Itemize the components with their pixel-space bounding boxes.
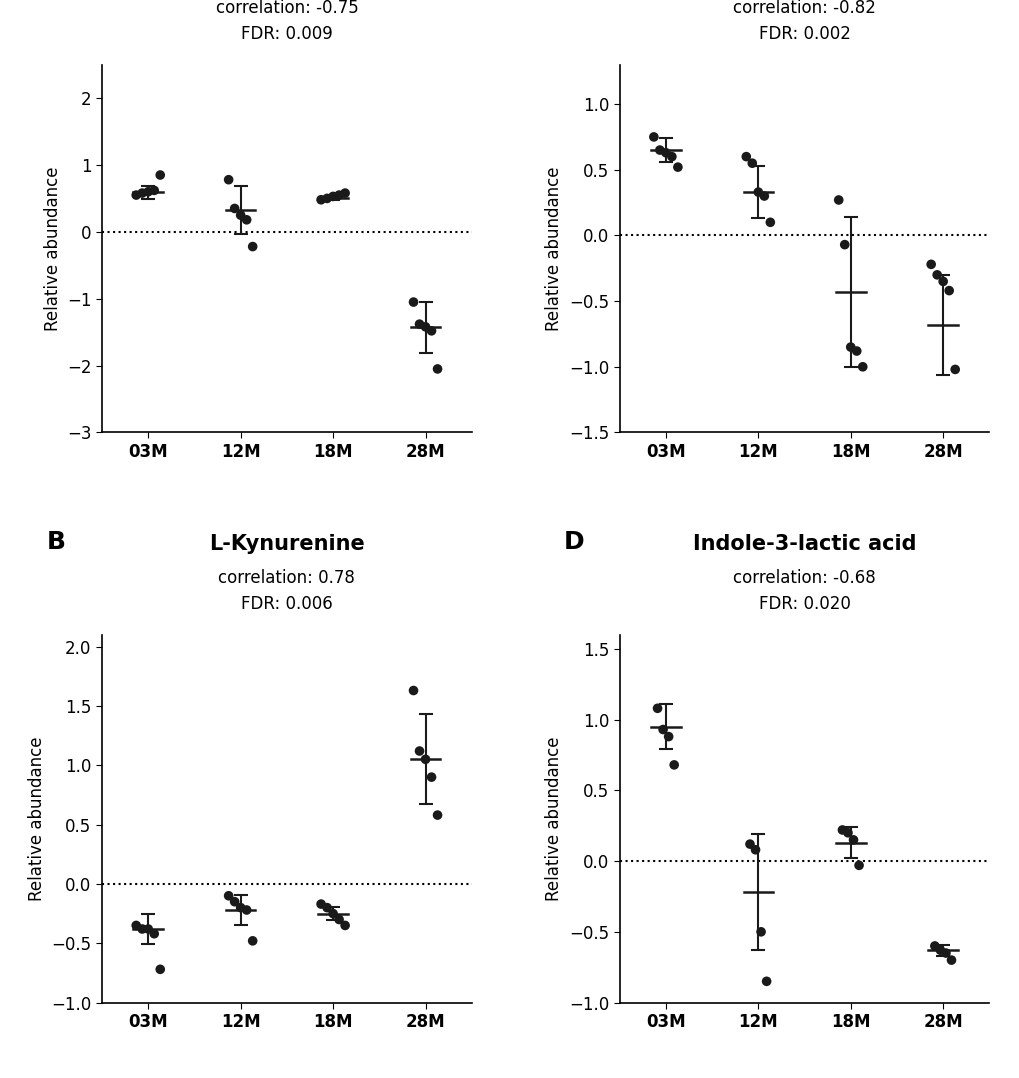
Text: L-Kynurenine: L-Kynurenine	[209, 534, 365, 554]
Point	[336, 916, 353, 934]
Text: correlation: -0.68: correlation: -0.68	[733, 569, 875, 586]
Point	[660, 728, 677, 745]
Point	[152, 960, 168, 978]
Text: correlation: -0.75: correlation: -0.75	[215, 0, 358, 17]
Point	[663, 148, 680, 165]
Text: B: B	[47, 530, 65, 554]
Point	[313, 896, 329, 913]
Text: FDR: 0.009: FDR: 0.009	[240, 25, 332, 43]
Point	[744, 154, 760, 171]
Point	[226, 199, 243, 217]
Point	[850, 857, 866, 874]
Point	[245, 238, 261, 255]
Text: FDR: 0.006: FDR: 0.006	[240, 595, 332, 612]
Point	[429, 360, 445, 377]
Point	[936, 944, 953, 962]
Point	[649, 700, 665, 717]
Point	[411, 316, 427, 333]
Point	[128, 186, 145, 204]
Point	[146, 182, 162, 199]
Point	[429, 806, 445, 824]
Point	[651, 141, 667, 158]
Point	[836, 236, 852, 253]
Point	[922, 255, 938, 273]
Point	[133, 921, 150, 938]
Point	[749, 183, 765, 201]
Point	[232, 899, 249, 916]
Point	[943, 952, 959, 969]
Point	[405, 682, 421, 700]
Point	[755, 188, 771, 205]
Point	[128, 916, 145, 934]
Text: correlation: -0.82: correlation: -0.82	[733, 0, 875, 17]
Point	[758, 972, 774, 990]
Point	[761, 213, 777, 231]
Point	[133, 184, 150, 202]
Point	[423, 322, 439, 340]
Point	[854, 358, 870, 375]
Point	[313, 191, 329, 208]
Point	[669, 158, 686, 176]
Point	[417, 318, 433, 335]
Point	[140, 921, 156, 938]
Point	[220, 171, 236, 189]
Point	[738, 148, 754, 165]
Point	[848, 343, 864, 360]
Point	[931, 941, 948, 958]
Point	[238, 211, 255, 229]
Text: Indole-3-lactic acid: Indole-3-lactic acid	[692, 534, 915, 554]
Point	[319, 190, 335, 207]
Point	[325, 188, 341, 205]
Point	[842, 338, 858, 356]
Point	[238, 901, 255, 918]
Point	[928, 266, 945, 284]
Point	[752, 923, 768, 940]
Point	[946, 361, 962, 378]
Point	[665, 757, 682, 774]
Point	[645, 128, 661, 146]
Point	[226, 893, 243, 910]
Point	[747, 841, 763, 858]
Point	[834, 821, 850, 839]
Point	[232, 207, 249, 224]
Point	[336, 184, 353, 202]
Point	[220, 887, 236, 904]
Point	[330, 911, 346, 928]
Text: FDR: 0.002: FDR: 0.002	[758, 25, 850, 43]
Point	[934, 273, 951, 290]
Point	[245, 932, 261, 950]
Point	[405, 293, 421, 310]
Y-axis label: Relative abundance: Relative abundance	[44, 166, 61, 331]
Point	[657, 144, 674, 162]
Point	[845, 831, 861, 848]
Point	[319, 899, 335, 916]
Y-axis label: Relative abundance: Relative abundance	[545, 736, 562, 901]
Point	[411, 743, 427, 760]
Text: D: D	[564, 530, 584, 554]
Point	[423, 769, 439, 786]
Point	[330, 186, 346, 204]
Point	[829, 192, 846, 209]
Point	[654, 721, 671, 738]
Text: correlation: 0.78: correlation: 0.78	[218, 569, 355, 586]
Point	[140, 183, 156, 201]
Y-axis label: Relative abundance: Relative abundance	[545, 166, 562, 331]
Point	[152, 166, 168, 183]
Point	[741, 835, 757, 853]
Point	[146, 925, 162, 942]
Point	[417, 750, 433, 768]
Y-axis label: Relative abundance: Relative abundance	[28, 736, 46, 901]
Point	[941, 282, 957, 300]
Point	[926, 938, 943, 955]
Point	[839, 825, 855, 842]
Point	[325, 904, 341, 922]
Text: FDR: 0.020: FDR: 0.020	[758, 595, 850, 612]
